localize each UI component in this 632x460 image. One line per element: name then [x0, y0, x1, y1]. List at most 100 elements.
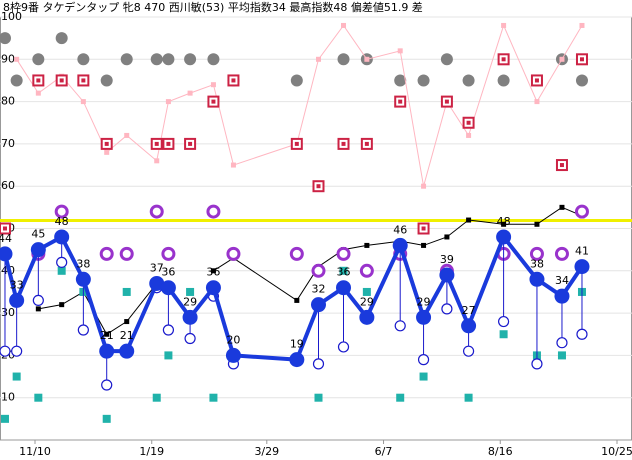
teal-square: [396, 393, 405, 402]
data-label: 38: [76, 257, 90, 270]
gray-dot: [337, 53, 350, 66]
black-square: [559, 204, 565, 210]
data-label: 36: [337, 266, 351, 279]
black-square: [104, 331, 110, 337]
pink-square: [315, 56, 321, 62]
main-point: [574, 259, 590, 275]
main-point: [461, 318, 477, 334]
black-square: [466, 217, 472, 223]
purple-ring: [226, 246, 241, 261]
black-square: [59, 302, 65, 308]
pink-square: [466, 132, 472, 138]
y-tick-label: 10: [1, 391, 15, 404]
red-square-core: [166, 141, 171, 146]
red-square-core: [364, 141, 369, 146]
sub-circle: [312, 358, 325, 370]
data-label: 45: [31, 228, 45, 241]
pink-square: [187, 90, 193, 96]
y-tick-label: 30: [1, 306, 15, 319]
black-square: [210, 268, 216, 274]
sub-circle: [417, 354, 430, 366]
gray-dot: [120, 53, 133, 66]
main-point: [225, 347, 241, 363]
gray-dot: [440, 53, 453, 66]
gray-dot: [0, 32, 11, 45]
pink-square: [397, 48, 403, 54]
red-square-core: [81, 78, 86, 83]
teal-square: [12, 372, 21, 381]
gray-dot: [497, 74, 510, 87]
sub-circle: [11, 345, 23, 357]
data-label: 27: [462, 304, 476, 317]
data-label: 29: [183, 295, 197, 308]
series-line: [3, 232, 584, 362]
pink-square: [35, 90, 41, 96]
pink-square: [165, 99, 171, 105]
data-label: 48: [55, 215, 69, 228]
gray-dot: [77, 53, 90, 66]
y-tick-label: 100: [1, 10, 22, 23]
gray-dot: [207, 53, 220, 66]
purple-ring: [161, 246, 176, 261]
red-square-core: [421, 226, 426, 231]
pink-square: [154, 158, 160, 164]
pink-square: [230, 162, 236, 168]
main-point: [289, 352, 305, 368]
sub-circle: [576, 328, 588, 340]
black-square: [421, 242, 427, 248]
sub-circle: [0, 345, 11, 357]
main-point: [359, 309, 375, 325]
data-label: 38: [530, 257, 544, 270]
gray-dot: [32, 53, 45, 66]
data-label: 34: [555, 274, 569, 287]
pink-square: [104, 149, 110, 155]
sub-circle: [101, 379, 113, 391]
red-square-core: [36, 78, 41, 83]
main-point: [439, 267, 455, 283]
black-square: [294, 297, 300, 303]
gray-dot: [10, 74, 23, 87]
pink-square: [14, 56, 20, 62]
x-tick-label: 11/10: [19, 445, 51, 458]
main-point: [554, 288, 570, 304]
sub-circle: [498, 315, 510, 328]
teal-square: [57, 266, 66, 275]
purple-ring: [359, 263, 374, 278]
teal-square: [362, 287, 371, 296]
sub-circle: [56, 256, 68, 268]
main-point: [416, 309, 432, 325]
gray-dot: [184, 53, 197, 66]
pink-square: [210, 82, 216, 88]
gray-dot: [394, 74, 407, 87]
purple-ring: [311, 263, 326, 278]
red-square-core: [154, 141, 159, 146]
main-point: [496, 229, 512, 245]
data-label: 48: [497, 215, 511, 228]
main-point: [30, 242, 46, 258]
main-point: [9, 292, 25, 308]
teal-square: [34, 393, 43, 402]
sub-circle: [337, 341, 350, 353]
data-label: 21: [100, 329, 114, 342]
x-tick-label: 6/7: [375, 445, 393, 458]
red-square-core: [559, 163, 564, 168]
teal-square: [102, 414, 111, 423]
main-point: [392, 237, 408, 253]
sub-circle: [556, 337, 568, 349]
pink-square: [124, 132, 130, 138]
red-square-core: [398, 99, 403, 104]
teal-square: [0, 414, 9, 423]
teal-square: [419, 372, 428, 381]
x-tick-label: 8/16: [488, 445, 513, 458]
black-square: [534, 221, 540, 227]
pink-square: [364, 56, 370, 62]
main-point: [75, 271, 91, 287]
main-point: [119, 343, 135, 359]
sub-circle: [441, 303, 453, 315]
sub-circle: [531, 358, 543, 370]
red-square-core: [104, 141, 109, 146]
red-square-core: [188, 141, 193, 146]
red-square-core: [59, 78, 64, 83]
red-square-core: [2, 226, 7, 231]
sub-circle: [184, 332, 196, 345]
